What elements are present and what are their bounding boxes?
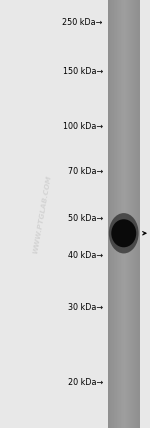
Bar [108,0,109,428]
Bar [129,0,130,428]
Bar [133,0,134,428]
Ellipse shape [109,213,139,253]
Bar [135,0,136,428]
Text: 150 kDa→: 150 kDa→ [63,67,103,77]
Bar [137,0,138,428]
Bar [134,0,135,428]
Text: 40 kDa→: 40 kDa→ [68,251,103,261]
Bar [126,0,127,428]
Text: 50 kDa→: 50 kDa→ [68,214,103,223]
Text: WWW.PTGLAB.COM: WWW.PTGLAB.COM [32,174,52,254]
Bar [130,0,131,428]
Bar [121,0,122,428]
Bar [108,0,140,428]
Bar [122,0,123,428]
Bar [127,0,128,428]
Bar [109,0,110,428]
Bar [117,0,118,428]
Bar [132,0,133,428]
Text: 20 kDa→: 20 kDa→ [68,377,103,387]
Bar [131,0,132,428]
Bar [113,0,114,428]
Bar [136,0,137,428]
Bar [118,0,119,428]
Bar [123,0,124,428]
Bar [128,0,129,428]
Text: 70 kDa→: 70 kDa→ [68,166,103,176]
Bar [112,0,113,428]
Bar [116,0,117,428]
Bar [114,0,115,428]
Bar [110,0,111,428]
Text: 250 kDa→: 250 kDa→ [62,18,103,27]
Bar [120,0,121,428]
Ellipse shape [111,219,136,247]
Bar [124,0,125,428]
Text: 100 kDa→: 100 kDa→ [63,122,103,131]
Text: 30 kDa→: 30 kDa→ [68,303,103,312]
Bar [138,0,139,428]
Bar [111,0,112,428]
Bar [119,0,120,428]
Bar [125,0,126,428]
Bar [128,0,129,428]
Bar [115,0,116,428]
Bar [139,0,140,428]
